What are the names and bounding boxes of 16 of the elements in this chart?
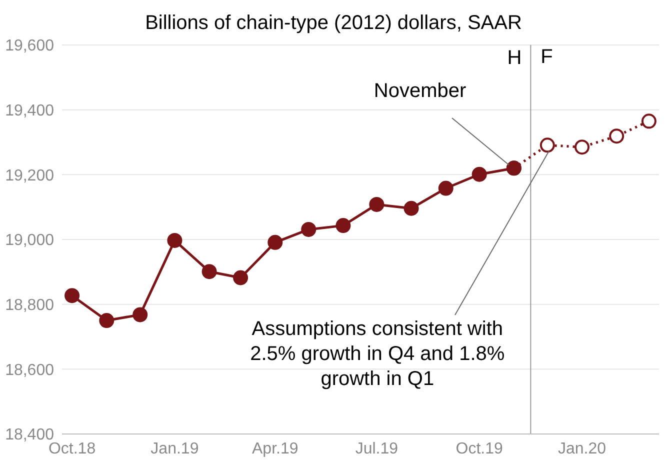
y-tick-label: 19,600 <box>5 38 54 55</box>
x-tick-label: Oct.19 <box>456 440 504 458</box>
annotation: F <box>540 46 553 69</box>
y-tick-label: 18,600 <box>5 362 54 379</box>
x-tick-label: Jul.19 <box>355 440 398 458</box>
chart-title: Billions of chain-type (2012) dollars, SAAR <box>144 12 523 35</box>
x-tick-label: Jan.20 <box>558 440 606 458</box>
annotation: Assumptions consistent with 2.5% growth in Q4 and 1.8% growth in Q1 <box>249 317 506 392</box>
x-tick-label: Jan.19 <box>150 440 199 458</box>
x-tick-label: Apr.19 <box>252 440 298 458</box>
y-tick-label: 19,400 <box>5 102 54 120</box>
annotation: November <box>374 80 466 104</box>
y-tick-label: 19,200 <box>5 167 54 184</box>
y-tick-label: 19,000 <box>5 232 54 250</box>
ref-line-label: H <box>507 47 522 70</box>
y-tick-label: 18,800 <box>5 297 54 314</box>
